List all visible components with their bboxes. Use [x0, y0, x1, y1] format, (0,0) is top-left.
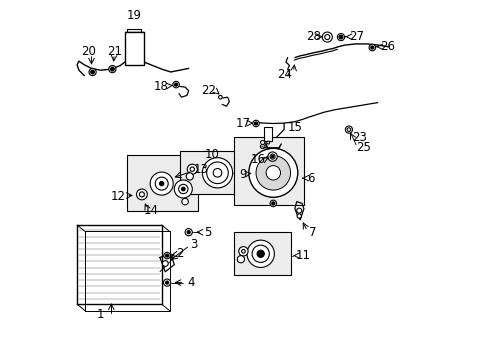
Circle shape	[163, 252, 170, 259]
Circle shape	[108, 66, 116, 73]
Circle shape	[110, 67, 114, 71]
Bar	[127, 155, 197, 211]
Text: 26: 26	[380, 40, 395, 53]
Circle shape	[252, 120, 259, 127]
Circle shape	[296, 214, 301, 218]
Circle shape	[155, 177, 168, 190]
Circle shape	[162, 261, 168, 266]
Circle shape	[368, 44, 375, 51]
Text: 3: 3	[190, 238, 198, 251]
Circle shape	[251, 245, 269, 262]
Circle shape	[324, 35, 329, 40]
Circle shape	[322, 32, 332, 42]
Circle shape	[265, 166, 280, 180]
Text: 13: 13	[194, 163, 208, 176]
Circle shape	[254, 122, 257, 125]
Text: 24: 24	[277, 68, 292, 81]
Circle shape	[174, 83, 177, 86]
Text: 18: 18	[154, 80, 168, 93]
Circle shape	[267, 152, 277, 161]
Bar	[179, 151, 235, 194]
Circle shape	[256, 156, 290, 190]
Circle shape	[346, 128, 350, 131]
Circle shape	[213, 168, 222, 177]
Circle shape	[238, 247, 247, 256]
Circle shape	[178, 184, 187, 194]
Circle shape	[271, 202, 274, 205]
Text: 23: 23	[352, 131, 366, 144]
Circle shape	[187, 231, 190, 234]
Circle shape	[345, 126, 352, 133]
Circle shape	[89, 68, 96, 76]
Text: 5: 5	[204, 226, 211, 239]
Circle shape	[237, 256, 244, 263]
Circle shape	[246, 240, 274, 267]
Text: 27: 27	[348, 30, 363, 43]
Circle shape	[136, 189, 147, 200]
Circle shape	[187, 164, 197, 174]
Circle shape	[269, 154, 275, 159]
Circle shape	[339, 35, 342, 39]
Circle shape	[248, 148, 297, 197]
Text: 4: 4	[186, 276, 194, 289]
Circle shape	[172, 81, 179, 88]
Circle shape	[370, 46, 373, 49]
Text: 25: 25	[355, 141, 370, 154]
Text: 20: 20	[81, 45, 96, 58]
Text: 16: 16	[250, 153, 265, 166]
Circle shape	[257, 250, 264, 257]
Text: 28: 28	[305, 30, 320, 43]
Text: 2: 2	[176, 247, 183, 260]
Circle shape	[186, 173, 193, 180]
Circle shape	[202, 158, 232, 188]
Bar	[233, 137, 303, 205]
Circle shape	[174, 180, 192, 198]
Circle shape	[159, 181, 163, 186]
Circle shape	[181, 187, 185, 191]
Text: 1: 1	[97, 309, 104, 321]
Circle shape	[266, 141, 269, 144]
Text: 22: 22	[200, 84, 215, 97]
Circle shape	[182, 198, 188, 205]
Circle shape	[218, 95, 222, 99]
Text: 8: 8	[258, 139, 265, 152]
Circle shape	[296, 208, 301, 213]
Circle shape	[269, 200, 276, 207]
Circle shape	[206, 162, 228, 184]
Text: 12: 12	[110, 190, 125, 203]
Text: 7: 7	[308, 226, 315, 239]
Circle shape	[185, 229, 192, 236]
Text: 10: 10	[204, 148, 219, 161]
Circle shape	[91, 70, 94, 74]
Bar	[125, 32, 143, 65]
Text: 9: 9	[238, 168, 246, 181]
Circle shape	[337, 33, 344, 41]
Text: 15: 15	[287, 121, 302, 134]
Text: 19: 19	[126, 9, 142, 22]
Circle shape	[165, 254, 168, 257]
Circle shape	[150, 172, 173, 195]
Text: 21: 21	[107, 45, 122, 58]
Circle shape	[163, 279, 170, 286]
Circle shape	[139, 192, 144, 197]
Text: 17: 17	[235, 117, 250, 130]
Text: 6: 6	[306, 172, 314, 185]
Text: 11: 11	[295, 249, 310, 262]
Circle shape	[190, 167, 194, 171]
Bar	[233, 232, 291, 275]
Bar	[264, 127, 272, 141]
Circle shape	[241, 249, 244, 253]
Text: 14: 14	[143, 204, 159, 217]
Circle shape	[165, 281, 168, 284]
Circle shape	[271, 156, 273, 158]
